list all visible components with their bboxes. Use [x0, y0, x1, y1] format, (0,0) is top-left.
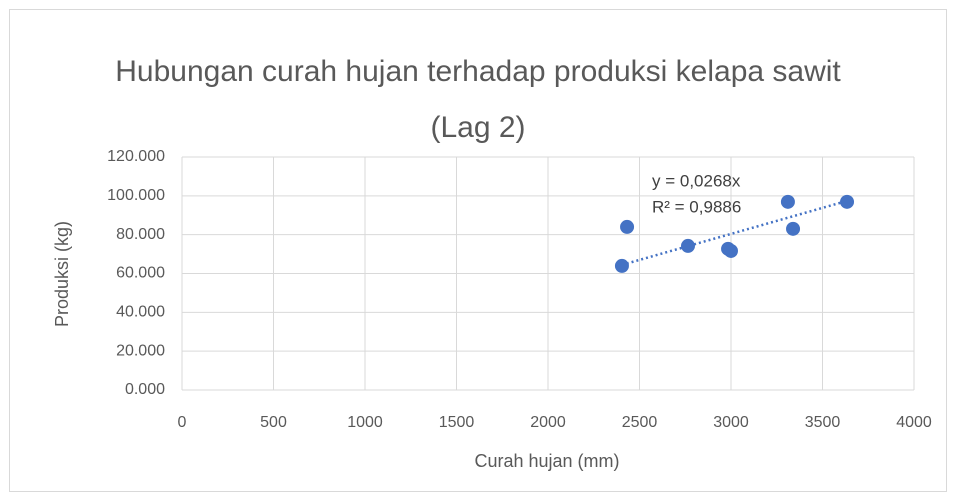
- x-tick-label: 0: [178, 414, 187, 431]
- x-tick-label: 2000: [530, 414, 566, 431]
- point: [614, 258, 629, 273]
- y-tick-label: 100.000: [107, 187, 165, 204]
- x-axis-title: Curah hujan (mm): [474, 451, 619, 471]
- trendline-r-squared: R² = 0,9886: [652, 197, 741, 216]
- x-tick-label: 500: [260, 414, 287, 431]
- x-tick-label: 1000: [347, 414, 383, 431]
- chart-border: [9, 9, 947, 492]
- x-tick-label: 4000: [896, 414, 932, 431]
- x-tick-label: 1500: [439, 414, 475, 431]
- x-tick-label: 3000: [713, 414, 749, 431]
- y-axis-title: Produksi (kg): [52, 221, 72, 327]
- y-tick-label: 40.000: [116, 304, 165, 321]
- point: [620, 219, 635, 234]
- x-tick-label: 3500: [805, 414, 841, 431]
- y-tick-label: 60.000: [116, 265, 165, 282]
- point: [780, 194, 795, 209]
- x-tick-label: 2500: [622, 414, 658, 431]
- point: [786, 221, 801, 236]
- y-tick-label: 20.000: [116, 342, 165, 359]
- trendline: [621, 199, 848, 267]
- chart-title: Hubungan curah hujan terhadap produksi k…: [115, 55, 841, 144]
- y-tick-label: 0.000: [125, 381, 165, 398]
- y-tick-label: 80.000: [116, 226, 165, 243]
- point: [724, 243, 738, 258]
- point: [840, 194, 855, 209]
- trendline-equation: y = 0,0268x: [652, 171, 741, 190]
- y-tick-label: 120.000: [107, 148, 165, 165]
- point: [680, 238, 695, 253]
